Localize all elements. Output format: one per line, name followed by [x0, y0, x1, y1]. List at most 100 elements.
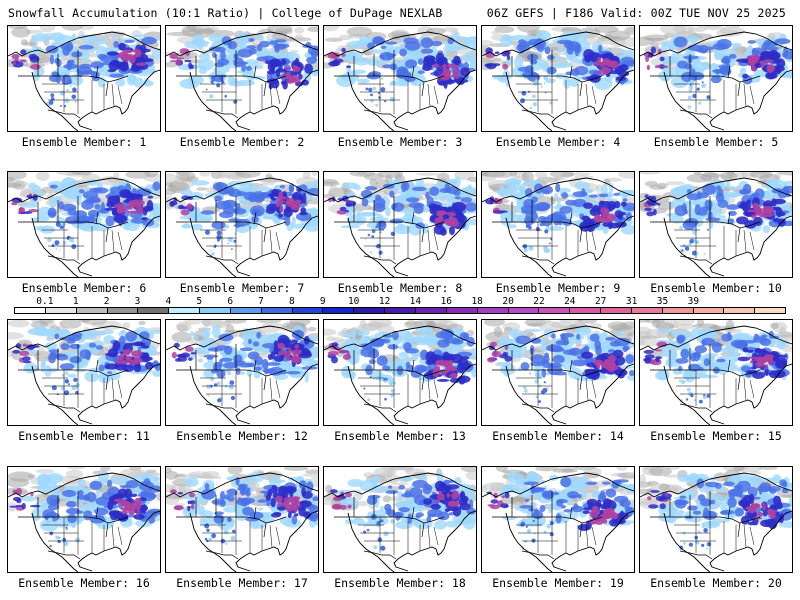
member-label: Ensemble Member: 6 [21, 281, 147, 295]
map-frame [481, 171, 635, 278]
colorbar-swatch [107, 308, 139, 313]
colorbar-swatch [662, 308, 694, 313]
map-frame [639, 171, 793, 278]
colorbar-tick-label: 18 [471, 296, 483, 307]
colorbar-swatch [693, 308, 725, 313]
colorbar-swatch [230, 308, 262, 313]
member-label: Ensemble Member: 1 [21, 135, 147, 149]
member-label: Ensemble Member: 3 [337, 135, 463, 149]
colorbar-tick-label: 12 [378, 296, 391, 307]
colorbar-swatch [292, 308, 324, 313]
colorbar-swatch [45, 308, 77, 313]
colorbar-swatch [385, 308, 416, 313]
member-label: Ensemble Member: 9 [495, 281, 621, 295]
map-frame [7, 25, 161, 132]
snowfall-map [640, 467, 792, 572]
ensemble-panel: Ensemble Member: 11 [7, 319, 161, 446]
colorbar-swatch [631, 308, 663, 313]
colorbar-swatch [570, 308, 602, 313]
colorbar-tick-label: 22 [533, 296, 545, 307]
colorbar-tick-label: 10 [347, 296, 360, 307]
ensemble-panel: Ensemble Member: 16 [7, 466, 161, 593]
member-label: Ensemble Member: 15 [650, 429, 782, 443]
ensemble-panel: Ensemble Member: 10 [639, 171, 793, 298]
colorbar-tick-label: 8 [289, 296, 295, 307]
map-frame [7, 319, 161, 426]
member-label: Ensemble Member: 16 [18, 576, 150, 590]
colorbar-tick-label: 31 [625, 296, 638, 307]
member-label: Ensemble Member: 13 [334, 429, 466, 443]
colorbar-tick-label: 0.1 [36, 296, 54, 307]
ensemble-panel: Ensemble Member: 13 [323, 319, 477, 446]
member-label: Ensemble Member: 11 [18, 429, 150, 443]
member-label: Ensemble Member: 17 [176, 576, 308, 590]
ensemble-panel: Ensemble Member: 9 [481, 171, 635, 298]
map-frame [639, 319, 793, 426]
colorbar-tick-label: 2 [103, 296, 110, 307]
member-label: Ensemble Member: 19 [492, 576, 624, 590]
map-frame [165, 319, 319, 426]
map-frame [323, 319, 477, 426]
ensemble-panel: Ensemble Member: 18 [323, 466, 477, 593]
colorbar-tick-label: 24 [564, 296, 576, 307]
colorbar-swatch [508, 308, 540, 313]
map-frame [165, 171, 319, 278]
snowfall-map [166, 320, 318, 425]
colorbar-tick-label: 4 [165, 296, 172, 307]
colorbar-swatch [138, 308, 170, 313]
snowfall-map [482, 467, 634, 572]
snowfall-map [166, 467, 318, 572]
colorbar-tick-label: 5 [196, 296, 203, 307]
member-label: Ensemble Member: 5 [653, 135, 779, 149]
colorbar-swatch [354, 308, 386, 313]
map-frame [323, 171, 477, 278]
colorbar-tick-label: 6 [227, 296, 234, 307]
member-label: Ensemble Member: 18 [334, 576, 466, 590]
member-label: Ensemble Member: 10 [650, 281, 782, 295]
snowfall-map [640, 172, 792, 277]
snowfall-map [8, 320, 160, 425]
colorbar-tick-label: 27 [594, 296, 607, 307]
colorbar-tick-label: 16 [440, 296, 453, 307]
map-frame [639, 466, 793, 573]
colorbar-swatch [261, 308, 293, 313]
member-label: Ensemble Member: 20 [650, 576, 782, 590]
ensemble-panel: Ensemble Member: 6 [7, 171, 161, 298]
map-frame [7, 466, 161, 573]
map-frame [481, 25, 635, 132]
snowfall-map [324, 320, 476, 425]
product-title: Snowfall Accumulation (10:1 Ratio) | Col… [8, 6, 443, 20]
ensemble-panel: Ensemble Member: 17 [165, 466, 319, 593]
colorbar-tick-label: 1 [72, 296, 79, 307]
member-label: Ensemble Member: 2 [179, 135, 305, 149]
snowfall-map [482, 26, 634, 131]
colorbar-swatch [539, 308, 571, 313]
ensemble-panel: Ensemble Member: 14 [481, 319, 635, 446]
header: Snowfall Accumulation (10:1 Ratio) | Col… [0, 0, 800, 24]
ensemble-panel: Ensemble Member: 3 [323, 25, 477, 152]
colorbar-tick-label: 9 [319, 296, 326, 307]
map-frame [165, 466, 319, 573]
colorbar-swatch [200, 308, 231, 313]
member-label: Ensemble Member: 12 [176, 429, 308, 443]
map-frame [323, 466, 477, 573]
colorbar-tick-label: 3 [134, 296, 141, 307]
colorbar-swatches [14, 307, 786, 314]
map-frame [481, 319, 635, 426]
snowfall-map [324, 172, 476, 277]
colorbar-swatch [446, 308, 478, 313]
ensemble-panel: Ensemble Member: 19 [481, 466, 635, 593]
colorbar-swatch [15, 308, 46, 313]
snowfall-map [324, 467, 476, 572]
ensemble-panel: Ensemble Member: 8 [323, 171, 477, 298]
map-frame [165, 25, 319, 132]
snowfall-map [640, 26, 792, 131]
ensemble-panel: Ensemble Member: 7 [165, 171, 319, 298]
ensemble-panel: Ensemble Member: 15 [639, 319, 793, 446]
ensemble-panel: Ensemble Member: 20 [639, 466, 793, 593]
map-frame [639, 25, 793, 132]
colorbar-tick-label: 20 [502, 296, 514, 307]
snowfall-map [166, 26, 318, 131]
colorbar-swatch [169, 308, 201, 313]
ensemble-panel: Ensemble Member: 12 [165, 319, 319, 446]
